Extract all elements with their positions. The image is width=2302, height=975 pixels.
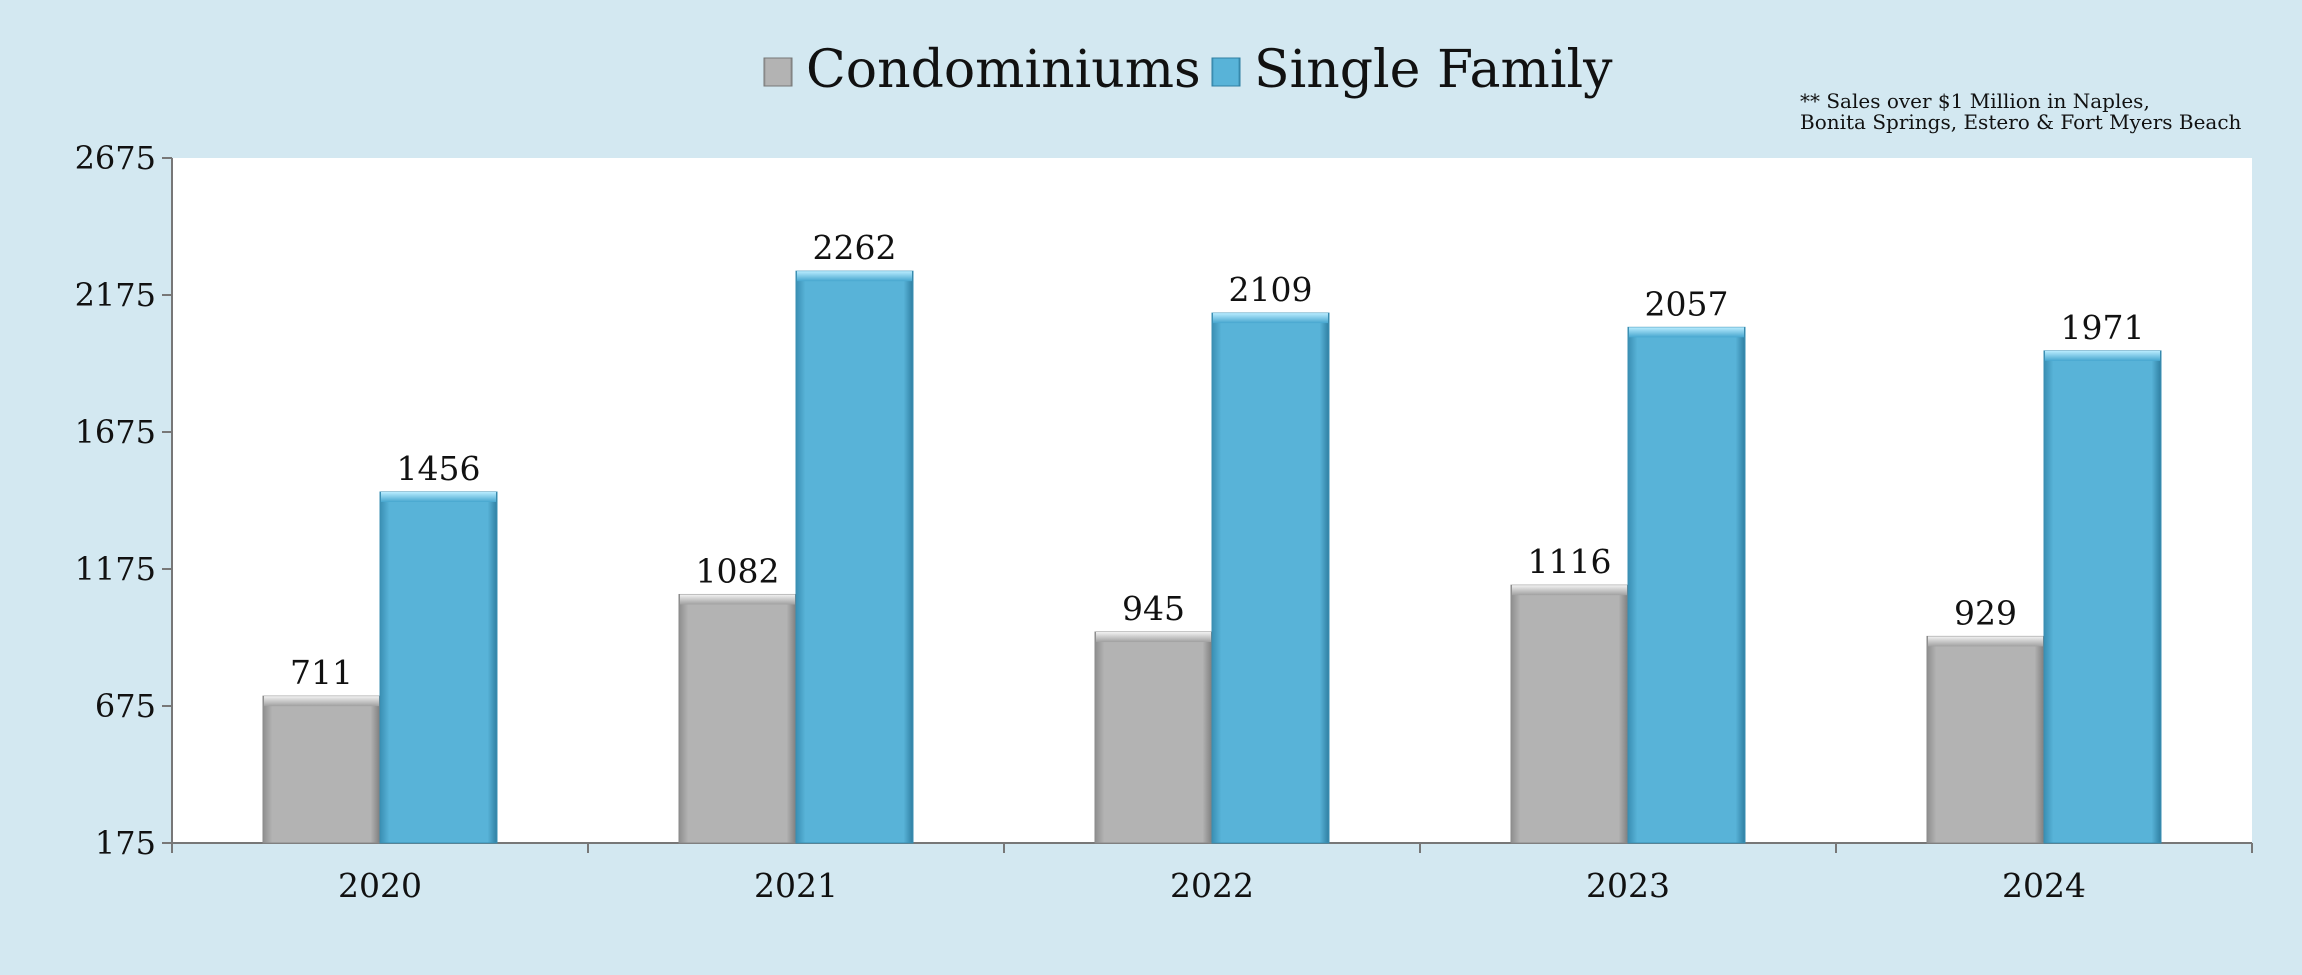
bar-single-family [1627,326,1746,844]
bar-single-family [379,491,498,844]
bar-cap [1213,313,1328,324]
bar-body [379,491,498,844]
legend-item-single-family: Single Family [1211,40,1613,100]
data-label-condominiums: 1082 [696,551,780,590]
y-tick-label: 1675 [75,413,156,451]
bar-condominiums [1094,631,1213,844]
data-label-single-family: 2109 [1229,270,1313,309]
bar-cap [797,271,912,282]
bar-cap [1629,327,1744,338]
legend-swatch-condominiums [763,57,793,87]
data-label-condominiums: 929 [1954,593,2017,632]
bar-cap [1096,632,1211,643]
bar-body [1094,631,1213,844]
data-label-single-family: 2262 [813,228,897,267]
bar-condominiums [678,593,797,844]
y-axis-ticks: 175 675 1175 1675 2175 2675 [75,139,172,862]
bar-cap [1512,585,1627,596]
data-label-condominiums: 1116 [1528,542,1612,581]
bar-body [2043,350,2162,844]
data-label-single-family: 2057 [1645,284,1729,323]
data-label-single-family: 1971 [2061,308,2145,347]
data-label-condominiums: 711 [290,653,353,692]
bar-single-family [795,270,914,844]
x-category-label: 2021 [754,866,838,905]
bar-condominiums [1926,635,2045,844]
bar-single-family [1211,312,1330,844]
bar-body [1627,326,1746,844]
legend-label-single-family: Single Family [1254,40,1613,100]
bar-body [1211,312,1330,844]
data-label-single-family: 1456 [397,449,481,488]
footnote-line-1: ** Sales over $1 Million in Naples, [1800,89,2150,113]
bar-cap [680,594,795,605]
y-tick-label: 2675 [75,139,156,177]
data-label-condominiums: 945 [1122,589,1185,628]
bar-body [1926,635,2045,844]
bar-body [1510,584,1629,844]
x-category-label: 2020 [338,866,422,905]
legend-item-condominiums: Condominiums [763,40,1201,100]
bars [262,270,2162,844]
bar-cap [381,492,496,503]
bar-single-family [2043,350,2162,844]
y-tick-label: 175 [95,824,156,862]
bar-body [795,270,914,844]
legend: Condominiums Single Family [763,40,1613,100]
x-category-label: 2024 [2002,866,2086,905]
bar-condominiums [262,695,381,844]
legend-swatch-single-family [1211,57,1241,87]
bar-cap [2045,350,2160,361]
x-category-label: 2022 [1170,866,1254,905]
bar-body [678,593,797,844]
legend-label-condominiums: Condominiums [806,40,1201,100]
x-axis-ticks: 2020 2021 2022 2023 2024 [171,843,2253,905]
x-category-label: 2023 [1586,866,1670,905]
bar-condominiums [1510,584,1629,844]
bar-cap [1928,636,2043,647]
y-tick-label: 2175 [75,276,156,314]
footnote-line-2: Bonita Springs, Estero & Fort Myers Beac… [1800,110,2242,134]
footnote: ** Sales over $1 Million in Naples, Boni… [1800,89,2242,134]
y-tick-label: 675 [95,687,156,725]
bar-cap [264,696,379,707]
bar-body [262,695,381,844]
y-tick-label: 1175 [75,550,156,588]
data-labels: 711 1456 1082 2262 945 2109 1116 2057 929 1971 [290,228,2144,692]
